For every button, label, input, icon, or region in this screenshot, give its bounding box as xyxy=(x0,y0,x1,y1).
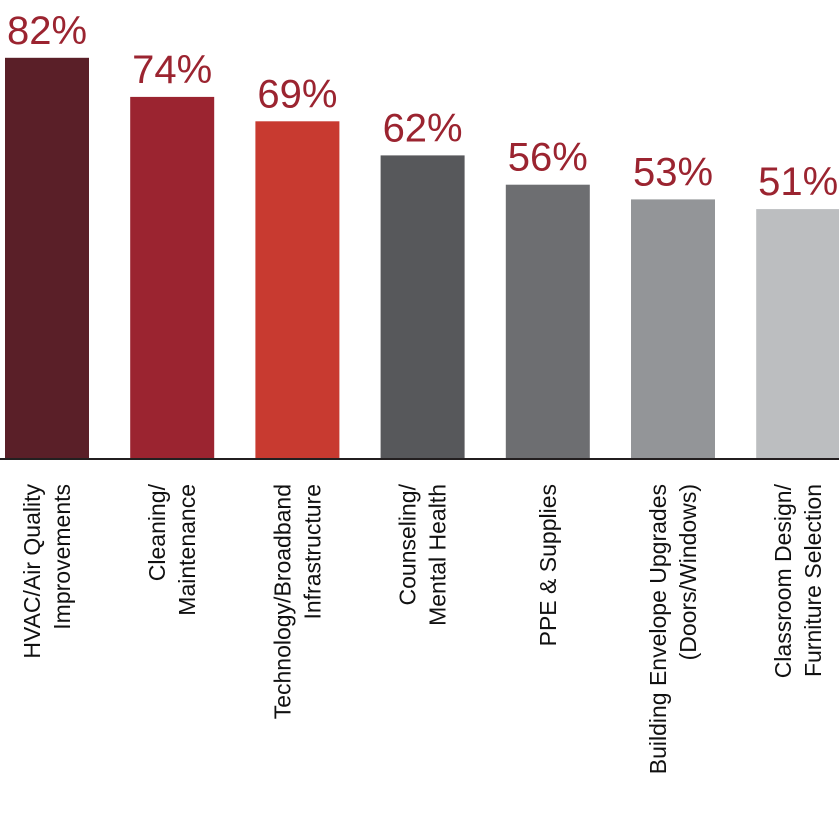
category-label-6: Building Envelope Upgrades (Doors/Windows… xyxy=(645,484,701,774)
value-label-6: 53% xyxy=(633,150,713,194)
bar-4 xyxy=(380,155,465,458)
category-label-line: Counseling/ xyxy=(395,483,421,605)
category-label-line: Technology/Broadband xyxy=(269,484,295,719)
category-label-5: PPE & Supplies xyxy=(535,484,561,646)
category-label-line: Furniture Selection xyxy=(800,484,826,677)
category-label-4: Counseling/Mental Health xyxy=(395,483,451,626)
category-label-3: Technology/Broadband Infrastructure xyxy=(269,484,325,719)
bar-1 xyxy=(5,57,89,459)
category-label-line: PPE & Supplies xyxy=(535,484,561,646)
category-label-line: Building Envelope Upgrades xyxy=(645,484,671,774)
category-label-line: Cleaning/ xyxy=(144,483,170,581)
value-label-2: 74% xyxy=(132,48,212,92)
category-label-line: Infrastructure xyxy=(299,484,325,620)
bar-2 xyxy=(130,96,215,459)
category-label-2: Cleaning/Maintenance xyxy=(144,483,200,615)
category-label-line: HVAC/Air Quality xyxy=(19,484,45,659)
value-label-1: 82% xyxy=(7,9,87,53)
value-label-3: 69% xyxy=(257,72,337,116)
category-label-line: Maintenance xyxy=(174,484,200,616)
value-labels-group: 82% 74% 69% 62% 56% 53% 51% xyxy=(7,9,838,204)
category-label-line: Classroom Design/ xyxy=(770,483,796,678)
bar-3 xyxy=(255,121,340,459)
category-label-1: HVAC/Air Quality Improvements xyxy=(19,484,75,659)
bar-5 xyxy=(505,184,590,458)
value-label-5: 56% xyxy=(508,136,588,180)
bars-group xyxy=(5,57,839,459)
category-label-line: Mental Health xyxy=(425,484,451,626)
category-label-7: Classroom Design/Furniture Selection xyxy=(770,483,826,678)
bar-7 xyxy=(756,209,839,458)
category-labels-group: HVAC/Air Quality Improvements Cleaning/Mai… xyxy=(19,483,826,774)
value-label-7: 51% xyxy=(758,160,838,204)
bar-6 xyxy=(631,199,715,458)
value-label-4: 62% xyxy=(383,106,463,150)
category-label-line: (Doors/Windows) xyxy=(675,484,701,660)
category-label-line: Improvements xyxy=(49,484,75,630)
